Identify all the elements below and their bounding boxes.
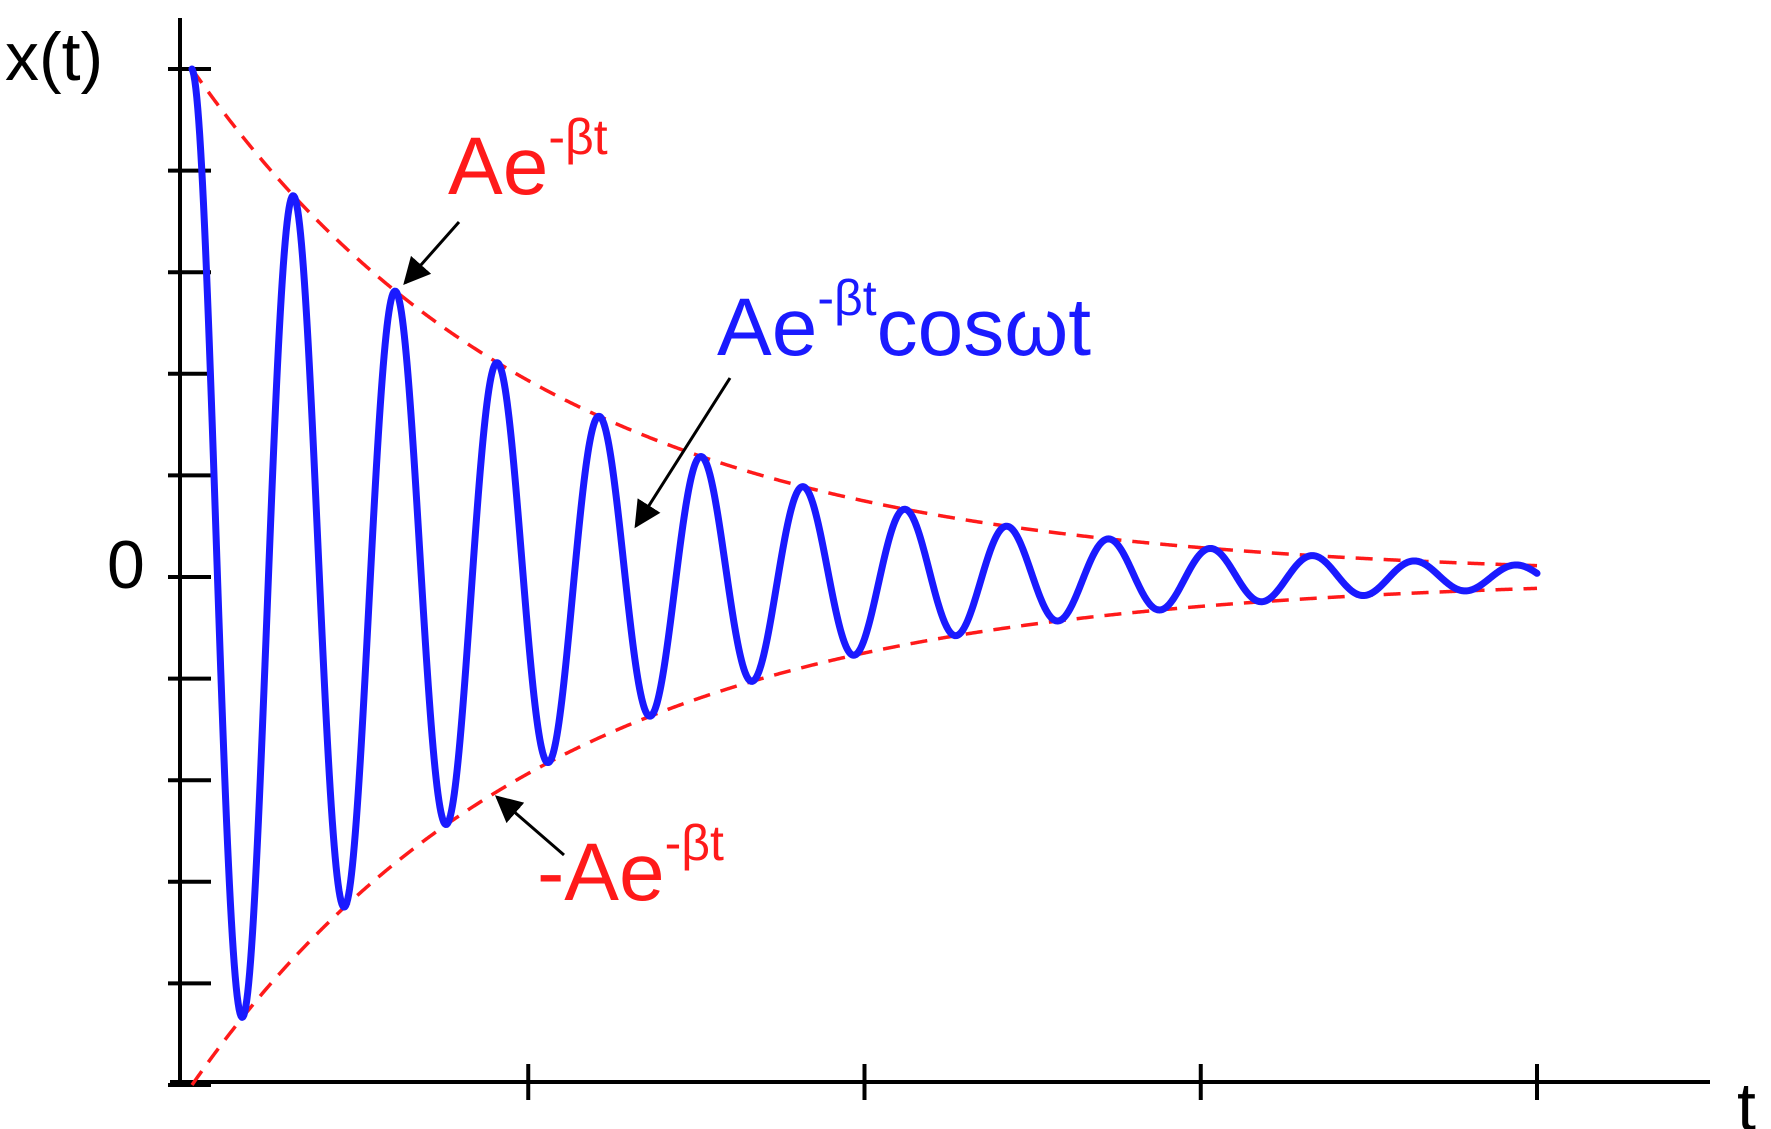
- lower-envelope-label-base: -Ae: [537, 827, 665, 918]
- upper-envelope-label-exponent: -βt: [548, 109, 607, 165]
- damped-curve-arrow: [634, 377, 732, 529]
- lower-envelope-arrow: [494, 795, 565, 857]
- lower-envelope-curve: [190, 586, 1538, 1086]
- lower-envelope-label-exponent: -βt: [665, 815, 724, 871]
- damped-curve-label-exponent: -βt: [817, 270, 876, 326]
- upper-envelope-arrow: [403, 221, 461, 286]
- damped-curve-label: Ae-βtcosωt: [717, 270, 1091, 373]
- damped-curve-label-base: Ae: [717, 282, 817, 373]
- lower-envelope-label: -Ae-βt: [537, 815, 724, 918]
- y-axis-label: x(t): [5, 19, 103, 95]
- x-axis-ticks: [526, 1064, 1539, 1100]
- y-tick-label-zero: 0: [107, 527, 145, 603]
- upper-envelope-label-base: Ae: [448, 121, 548, 212]
- damped-curve-label-suffix: cosωt: [877, 282, 1092, 373]
- upper-envelope-label: Ae-βt: [448, 109, 608, 212]
- damped-oscillation-curve: [188, 65, 1541, 1021]
- x-axis-label: t: [1737, 1069, 1756, 1129]
